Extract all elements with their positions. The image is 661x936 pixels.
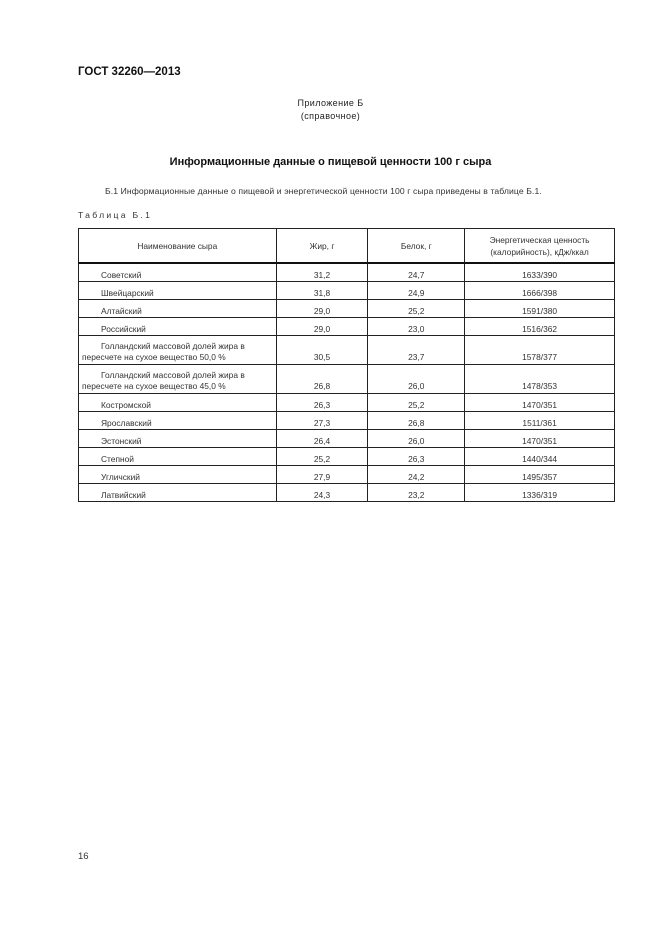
document-code: ГОСТ 32260—2013 [78, 66, 181, 78]
cell-energy: 1495/357 [464, 465, 615, 484]
cell-name: Эстонский [78, 429, 277, 448]
cell-fat: 27,3 [275, 411, 369, 430]
cell-fat: 31,2 [275, 262, 369, 282]
cheese-name: Алтайский [101, 306, 142, 316]
cell-energy: 1478/353 [464, 364, 615, 394]
cheese-name: Голландский массовой долей жира в [101, 370, 245, 380]
table-row: Алтайский 29,0 25,2 1591/380 [78, 299, 615, 318]
cell-protein: 24,9 [367, 281, 466, 300]
cell-protein: 23,2 [367, 483, 466, 502]
cheese-name: Угличский [101, 472, 140, 482]
section-title: Информационные данные о пищевой ценности… [169, 156, 492, 168]
cell-protein: 24,2 [367, 465, 466, 484]
cheese-name: Российский [101, 324, 146, 334]
cell-fat: 29,0 [275, 299, 369, 318]
cell-name: Российский [78, 317, 277, 336]
cheese-name: Советский [101, 270, 142, 280]
cheese-name: Костромской [101, 400, 151, 410]
cell-fat: 26,4 [275, 429, 369, 448]
table-row: Голландский массовой долей жира в пересче… [78, 335, 615, 365]
table-row: Угличский 27,9 24,2 1495/357 [78, 465, 615, 484]
cell-protein: 26,3 [367, 447, 466, 466]
cell-energy: 1633/390 [464, 262, 615, 282]
cheese-name: Латвийский [101, 490, 146, 500]
cell-fat: 25,2 [275, 447, 369, 466]
table-row: Степной 25,2 26,3 1440/344 [78, 447, 615, 466]
cell-energy: 1470/351 [464, 429, 615, 448]
cell-protein: 26,0 [367, 429, 466, 448]
table-row: Ярославский 27,3 26,8 1511/361 [78, 411, 615, 430]
page-number: 16 [78, 851, 89, 862]
table-label: Таблица Б.1 [78, 210, 153, 220]
cell-protein: 26,0 [367, 364, 466, 394]
appendix-subtitle: (справочное) [300, 111, 361, 121]
table-row: Голландский массовой долей жира в пересче… [78, 364, 615, 394]
cheese-name: Швейцарский [101, 288, 154, 298]
paragraph: Б.1 Информационные данные о пищевой и эн… [105, 186, 542, 196]
cell-name: Степной [78, 447, 277, 466]
cell-fat: 29,0 [275, 317, 369, 336]
cell-protein: 23,0 [367, 317, 466, 336]
table-row: Костромской 26,3 25,2 1470/351 [78, 393, 615, 412]
table-row: Латвийский 24,3 23,2 1336/319 [78, 483, 615, 502]
cell-name: Алтайский [78, 299, 277, 318]
cell-protein: 24,7 [367, 262, 466, 282]
cell-protein: 23,7 [367, 335, 466, 365]
cell-name: Ярославский [78, 411, 277, 430]
cell-name: Голландский массовой долей жира в пересче… [78, 335, 277, 365]
header-fat: Жир, г [275, 228, 369, 264]
cell-name: Голландский массовой долей жира в пересче… [78, 364, 277, 394]
appendix-heading: Приложение Б (справочное) [0, 97, 661, 123]
table-row: Эстонский 26,4 26,0 1470/351 [78, 429, 615, 448]
cell-name: Советский [78, 262, 277, 282]
header-name: Наименование сыра [78, 228, 277, 264]
appendix-title: Приложение Б [297, 98, 364, 108]
cell-name: Швейцарский [78, 281, 277, 300]
cell-fat: 30,5 [275, 335, 369, 365]
table-row: Швейцарский 31,8 24,9 1666/398 [78, 281, 615, 300]
cell-protein: 25,2 [367, 299, 466, 318]
table-row: Советский 31,2 24,7 1633/390 [78, 262, 615, 282]
cheese-name-cont: пересчете на сухое вещество 50,0 % [82, 352, 226, 362]
cheese-name-cont: пересчете на сухое вещество 45,0 % [82, 381, 226, 391]
cell-name: Угличский [78, 465, 277, 484]
cell-name: Костромской [78, 393, 277, 412]
header-energy: Энергетическая ценность (калорийность), … [464, 228, 615, 264]
cell-protein: 25,2 [367, 393, 466, 412]
cheese-name: Степной [101, 454, 134, 464]
cell-protein: 26,8 [367, 411, 466, 430]
cell-fat: 26,8 [275, 364, 369, 394]
cell-energy: 1470/351 [464, 393, 615, 412]
cell-fat: 31,8 [275, 281, 369, 300]
cell-fat: 26,3 [275, 393, 369, 412]
table-header-row: Наименование сыра Жир, г Белок, г Энерге… [78, 228, 615, 264]
cell-fat: 24,3 [275, 483, 369, 502]
cheese-name: Эстонский [101, 436, 142, 446]
cell-energy: 1511/361 [464, 411, 615, 430]
cell-energy: 1666/398 [464, 281, 615, 300]
cell-energy: 1440/344 [464, 447, 615, 466]
cell-energy: 1336/319 [464, 483, 615, 502]
cell-energy: 1591/380 [464, 299, 615, 318]
table-row: Российский 29,0 23,0 1516/362 [78, 317, 615, 336]
header-protein: Белок, г [367, 228, 466, 264]
cell-fat: 27,9 [275, 465, 369, 484]
cell-name: Латвийский [78, 483, 277, 502]
nutrition-table: Наименование сыра Жир, г Белок, г Энерге… [78, 228, 615, 502]
cheese-name: Голландский массовой долей жира в [101, 341, 245, 351]
cell-energy: 1516/362 [464, 317, 615, 336]
cell-energy: 1578/377 [464, 335, 615, 365]
cheese-name: Ярославский [101, 418, 152, 428]
